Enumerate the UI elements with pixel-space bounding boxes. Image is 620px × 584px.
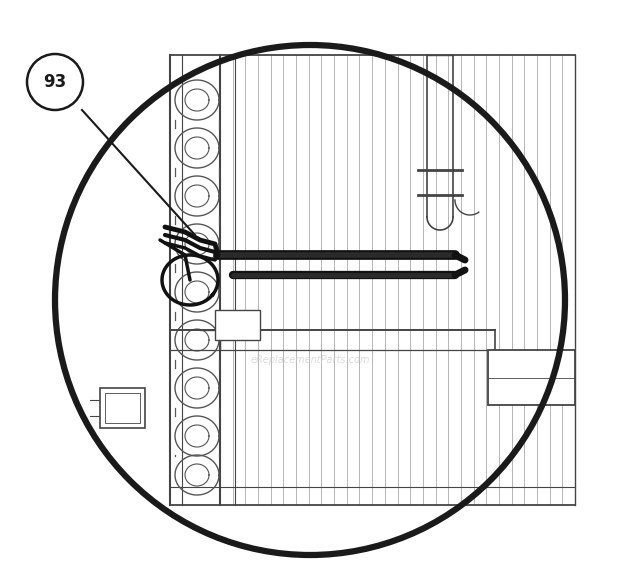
Bar (100, 388, 145, 428)
Text: 93: 93 (43, 73, 66, 91)
Text: eReplacementParts.com: eReplacementParts.com (250, 355, 370, 365)
Circle shape (27, 54, 83, 110)
Bar (215, 310, 260, 340)
Circle shape (58, 48, 562, 552)
Bar (488, 350, 575, 405)
Bar (105, 393, 140, 423)
